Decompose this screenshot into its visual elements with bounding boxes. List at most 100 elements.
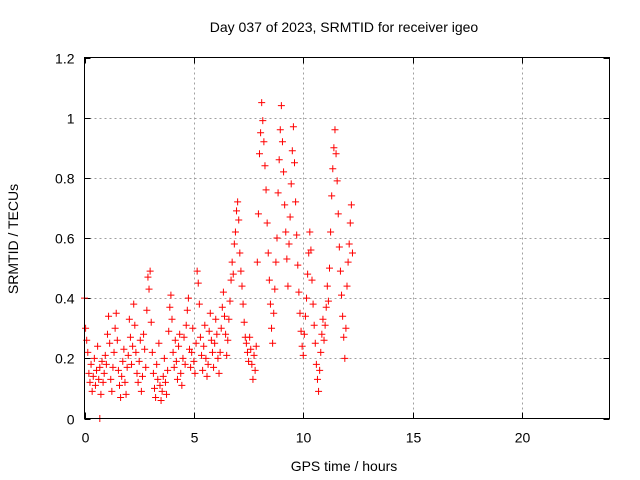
data-point (136, 336, 144, 344)
data-point (334, 210, 342, 218)
data-point (329, 165, 337, 173)
data-point (233, 207, 241, 215)
data-point (273, 234, 281, 242)
data-point (88, 387, 96, 395)
data-point (144, 273, 152, 281)
data-point (321, 321, 329, 329)
data-point (299, 351, 307, 359)
data-point (231, 228, 239, 236)
data-point (237, 267, 245, 275)
data-point (106, 339, 114, 347)
data-point (345, 240, 353, 248)
data-point (285, 240, 293, 248)
data-point (183, 306, 191, 314)
data-point (158, 387, 166, 395)
data-point (216, 348, 224, 356)
data-point (347, 201, 355, 209)
grid-lines (84, 57, 610, 419)
x-axis-label: GPS time / hours (291, 458, 398, 474)
data-point (308, 276, 316, 284)
data-point (312, 360, 320, 368)
data-point (294, 261, 302, 269)
data-point (226, 297, 234, 305)
data-point (140, 330, 148, 338)
data-point (199, 366, 207, 374)
y-tick-label: 0.4 (55, 291, 75, 307)
data-point (221, 312, 228, 320)
data-point (289, 123, 297, 131)
data-point (131, 321, 139, 329)
data-point (261, 162, 269, 170)
data-point (184, 294, 192, 302)
data-point (182, 321, 190, 329)
data-point (224, 336, 232, 344)
data-point (138, 372, 146, 380)
data-point (326, 264, 333, 272)
y-tick-label: 0.6 (55, 231, 75, 247)
axis-ticks: 0 0.2 0.4 0.6 0.8 1 1.2 0 5 10 15 20 (55, 51, 610, 446)
data-point (189, 324, 197, 332)
data-point (313, 375, 321, 383)
data-point (164, 366, 172, 374)
data-point (333, 177, 341, 185)
data-points (81, 99, 356, 422)
data-point (166, 303, 174, 311)
data-point (170, 363, 178, 371)
data-point (206, 309, 214, 317)
data-point (256, 150, 263, 158)
data-point (309, 300, 317, 308)
data-point (341, 354, 349, 362)
data-point (225, 315, 233, 323)
data-point (250, 351, 258, 359)
data-point (230, 240, 238, 248)
data-point (118, 372, 126, 380)
data-point (311, 339, 319, 347)
data-point (152, 393, 160, 401)
data-point (163, 390, 171, 398)
data-point (168, 315, 176, 323)
data-point (214, 354, 222, 362)
data-point (200, 342, 208, 350)
data-point (293, 231, 301, 239)
data-point (336, 267, 344, 275)
data-point (126, 333, 134, 341)
data-point (90, 354, 98, 362)
data-point (149, 369, 157, 377)
data-point (217, 324, 225, 332)
data-point (331, 126, 339, 134)
data-point (266, 300, 274, 308)
data-point (330, 144, 338, 152)
data-point (187, 363, 195, 371)
data-point (122, 390, 130, 398)
data-point (327, 228, 335, 236)
data-point (177, 369, 185, 377)
data-point (207, 336, 215, 344)
data-point (156, 381, 164, 389)
data-point (128, 360, 136, 368)
data-point (190, 357, 198, 365)
data-point (132, 348, 140, 356)
data-point (291, 159, 298, 167)
data-point (342, 324, 350, 332)
data-point (86, 378, 94, 386)
data-point (151, 384, 158, 392)
data-point (235, 216, 243, 224)
data-point (82, 324, 90, 332)
data-point (167, 291, 175, 299)
data-point (175, 342, 183, 350)
data-point (322, 303, 330, 311)
data-point (280, 168, 288, 176)
data-point (300, 330, 308, 338)
data-point (306, 228, 314, 236)
data-point (262, 186, 270, 194)
data-point (124, 351, 132, 359)
data-point (288, 147, 296, 155)
data-point (343, 282, 351, 290)
y-tick-label: 1 (67, 111, 75, 127)
data-point (93, 366, 101, 374)
data-point (109, 363, 117, 371)
data-point (236, 249, 244, 257)
data-point (145, 285, 153, 293)
data-point (254, 210, 262, 218)
